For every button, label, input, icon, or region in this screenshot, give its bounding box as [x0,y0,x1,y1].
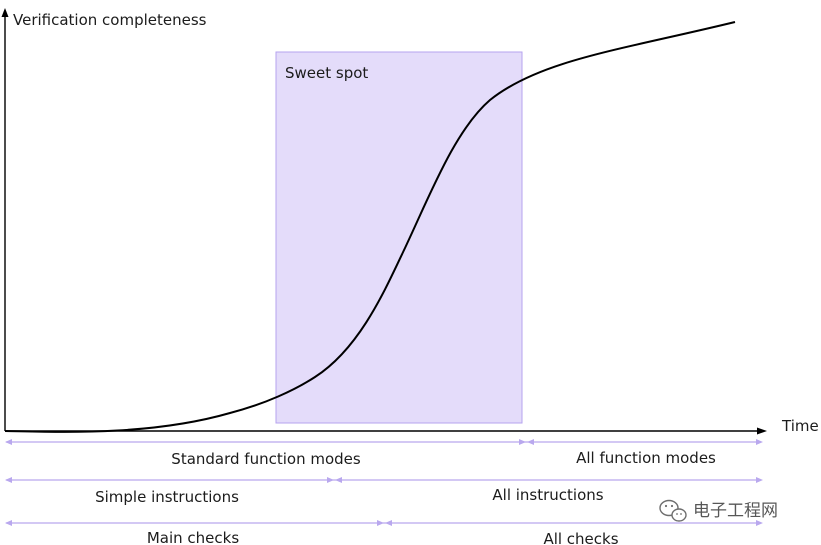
range-arrow-divider-right-icon [527,439,534,445]
range-arrow-divider-right-icon [385,520,392,526]
range-arrow-divider-left-icon [519,439,526,445]
x-axis-arrowhead-icon [757,427,767,435]
y-axis: Verification completeness [1,8,207,431]
sweet-spot-label: Sweet spot [285,64,368,82]
range-row-instructions: Simple instructions All instructions [5,477,763,506]
range-label-simple-instructions: Simple instructions [95,488,239,506]
completeness-curve [4,21,736,433]
range-label-standard-function-modes: Standard function modes [171,450,361,468]
range-arrow-left-icon [5,477,12,483]
sweet-spot-region [275,51,523,424]
y-axis-arrowhead-icon [1,8,9,17]
x-axis-label: Time [781,417,819,435]
range-arrow-divider-right-icon [335,477,342,483]
range-arrow-divider-left-icon [377,520,384,526]
range-arrow-left-icon [5,439,12,445]
watermark: 电子工程网 [659,499,778,522]
range-label-all-function-modes: All function modes [576,449,716,467]
wechat-logo-icon [659,499,687,522]
x-axis: Time [5,417,819,435]
range-arrow-divider-left-icon [327,477,334,483]
range-row-function-modes: Standard function modes All function mod… [5,439,763,468]
watermark-text: 电子工程网 [693,501,778,521]
range-arrow-right-icon [756,477,763,483]
y-axis-label: Verification completeness [13,11,207,29]
range-arrow-left-icon [5,520,12,526]
range-label-all-instructions: All instructions [492,486,603,504]
range-arrow-right-icon [756,520,763,526]
range-label-all-checks: All checks [543,530,618,545]
range-row-checks: Main checks All checks [5,520,763,545]
range-arrow-right-icon [756,439,763,445]
range-label-main-checks: Main checks [147,529,239,545]
